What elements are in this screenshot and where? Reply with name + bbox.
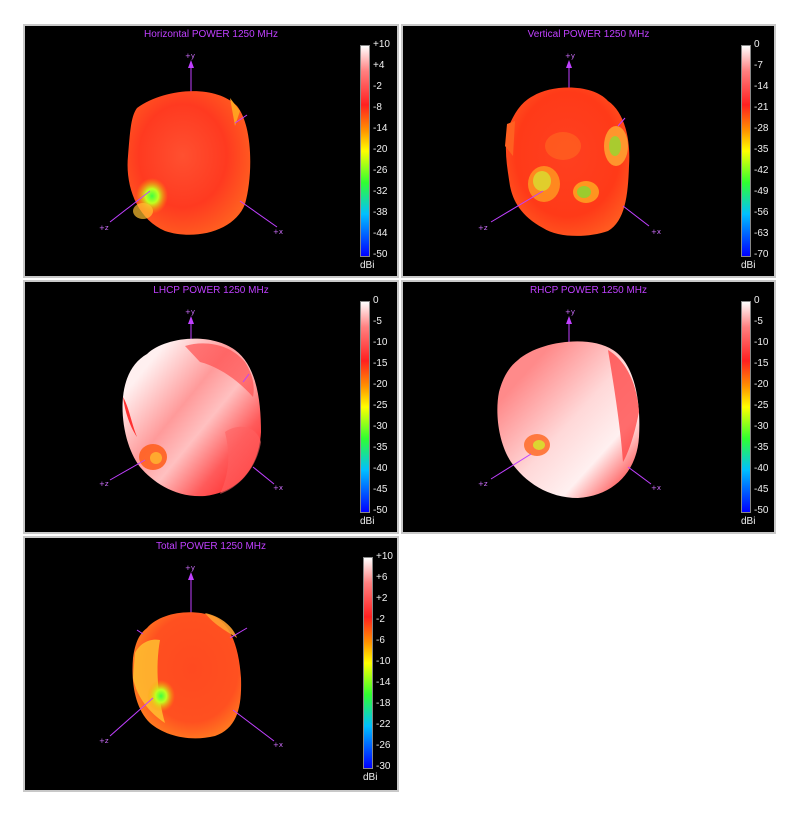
panel-lhcp: LHCP POWER 1250 MHz +y +z +x dBi 0 -5 -10 -… <box>23 280 399 534</box>
unit-label: dBi <box>360 260 375 271</box>
scale-tick-label: -42 <box>754 165 769 176</box>
scale-tick-label: +10 <box>373 39 390 50</box>
scale-tick-label: -5 <box>754 316 763 327</box>
scale-tick-label: -40 <box>754 463 769 474</box>
scale-tick-label: -30 <box>376 761 391 772</box>
panel-title: RHCP POWER 1250 MHz <box>529 285 648 296</box>
axis-label-z: +z <box>99 480 109 488</box>
radiation-pattern-3d <box>109 572 275 742</box>
scale-tick-label: -25 <box>754 400 769 411</box>
scale-tick-label: -20 <box>373 144 388 155</box>
scale-tick-label: -20 <box>373 379 388 390</box>
scale-tick-label: -35 <box>373 442 388 453</box>
scale-tick-label: -30 <box>754 421 769 432</box>
scale-tick-label: -50 <box>754 505 769 516</box>
scale-tick-label: -50 <box>373 249 388 260</box>
axis-label-x: +x <box>273 228 284 236</box>
scale-tick-label: +2 <box>376 593 388 604</box>
axis-label-z: +z <box>99 224 109 232</box>
scale-tick-label: -32 <box>373 186 388 197</box>
scale-tick-label: +6 <box>376 572 388 583</box>
scale-tick-label: -15 <box>373 358 388 369</box>
scale-tick-label: 0 <box>373 295 379 306</box>
scale-tick-label: -38 <box>373 207 388 218</box>
color-scale-bar <box>741 301 751 513</box>
scale-tick-label: -25 <box>373 400 388 411</box>
scale-tick-label: -14 <box>754 81 769 92</box>
pattern-surface <box>497 341 640 498</box>
panel-rhcp: RHCP POWER 1250 MHz +y +z +x dBi 0 -5 -10 -… <box>401 280 776 534</box>
scale-tick-label: -45 <box>754 484 769 495</box>
axis-label-y: +y <box>565 308 576 316</box>
axis-label-y: +y <box>185 564 196 572</box>
scale-tick-label: -14 <box>376 677 391 688</box>
scale-tick-label: -50 <box>373 505 388 516</box>
scale-tick-label: -70 <box>754 249 769 260</box>
scale-tick-label: -40 <box>373 463 388 474</box>
scale-tick-label: -35 <box>754 144 769 155</box>
scale-tick-label: -49 <box>754 186 769 197</box>
scale-tick-label: -21 <box>754 102 769 113</box>
color-scale-bar <box>360 301 370 513</box>
panel-horizontal: Horizontal POWER 1250 MHz +y +z +x dBi +… <box>23 24 399 278</box>
radiation-pattern-3d <box>490 60 650 236</box>
unit-label: dBi <box>741 516 756 527</box>
scale-tick-label: -2 <box>376 614 385 625</box>
scale-tick-label: -56 <box>754 207 769 218</box>
radiation-pattern-3d <box>109 60 278 235</box>
axis-label-x: +x <box>273 484 284 492</box>
scale-tick-label: 0 <box>754 39 760 50</box>
scale-tick-label: -30 <box>373 421 388 432</box>
scale-tick-label: -8 <box>373 102 382 113</box>
panel-vertical: Vertical POWER 1250 MHz +y +z +x dBi 0 -7… <box>401 24 776 278</box>
axis-label-x: +x <box>273 741 284 749</box>
color-scale-bar <box>360 45 370 257</box>
scale-tick-label: -22 <box>376 719 391 730</box>
color-scale-bar <box>363 557 373 769</box>
scale-tick-label: -35 <box>754 442 769 453</box>
axis-label-z: +z <box>99 737 109 745</box>
unit-label: dBi <box>363 772 378 783</box>
radiation-pattern-3d <box>109 316 275 497</box>
scale-tick-label: -5 <box>373 316 382 327</box>
scale-tick-label: -6 <box>376 635 385 646</box>
unit-label: dBi <box>360 516 375 527</box>
axis-label-x: +x <box>651 484 662 492</box>
axis-label-z: +z <box>478 480 488 488</box>
scale-tick-label: -28 <box>754 123 769 134</box>
panel-total: Total POWER 1250 MHz +y +z +x dBi +10 +6 +… <box>23 536 399 792</box>
scale-tick-label: -10 <box>373 337 388 348</box>
scale-tick-label: -15 <box>754 358 769 369</box>
axis-label-y: +y <box>565 52 576 60</box>
panel-title: Horizontal POWER 1250 MHz <box>144 29 278 40</box>
scale-tick-label: -45 <box>373 484 388 495</box>
scale-tick-label: 0 <box>754 295 760 306</box>
panel-title: Total POWER 1250 MHz <box>155 541 267 552</box>
axis-label-y: +y <box>185 52 196 60</box>
scale-tick-label: -44 <box>373 228 388 239</box>
scale-tick-label: -2 <box>373 81 382 92</box>
panel-title: LHCP POWER 1250 MHz <box>153 285 269 296</box>
scale-tick-label: -26 <box>373 165 388 176</box>
scale-tick-label: +4 <box>373 60 385 71</box>
scale-tick-label: -63 <box>754 228 769 239</box>
panel-title: Vertical POWER 1250 MHz <box>527 29 650 40</box>
scale-tick-label: -18 <box>376 698 391 709</box>
axis-label-z: +z <box>478 224 488 232</box>
axis-label-x: +x <box>651 228 662 236</box>
scale-tick-label: -26 <box>376 740 391 751</box>
axis-label-y: +y <box>185 308 196 316</box>
unit-label: dBi <box>741 260 756 271</box>
scale-tick-label: -7 <box>754 60 763 71</box>
radiation-pattern-3d <box>490 316 652 498</box>
scale-tick-label: -10 <box>754 337 769 348</box>
color-scale-bar <box>741 45 751 257</box>
scale-tick-label: +10 <box>376 551 393 562</box>
scale-tick-label: -10 <box>376 656 391 667</box>
scale-tick-label: -20 <box>754 379 769 390</box>
scale-tick-label: -14 <box>373 123 388 134</box>
